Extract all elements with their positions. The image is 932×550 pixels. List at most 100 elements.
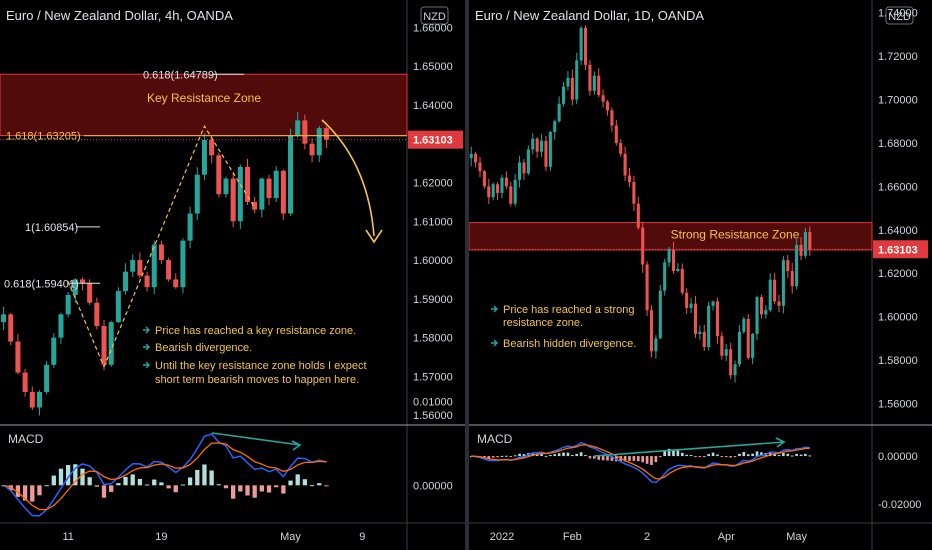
left-chart-canvas[interactable]: NZD1.660001.650001.640001.630001.620001.…	[0, 0, 465, 550]
macd-histogram-bar	[707, 454, 710, 457]
divergence-arrow-icon	[291, 440, 302, 451]
x-tick-label: Apr	[718, 531, 735, 543]
macd-histogram-bar	[500, 455, 504, 457]
macd-histogram-bar	[777, 455, 781, 457]
last-price-label: 1.63103	[413, 135, 453, 147]
macd-histogram-bar	[101, 485, 107, 498]
macd-histogram-bar	[566, 452, 570, 457]
right-chart-pane[interactable]: NZD 1.74000 1.72000 1.70000 1.68000 1.66000 1.…	[469, 0, 932, 550]
macd-histogram-bar	[94, 485, 99, 487]
x-tick-label: May	[280, 531, 301, 543]
macd-histogram-bar	[288, 480, 293, 486]
macd-label: MACD	[8, 432, 44, 446]
candle-body	[808, 231, 812, 250]
candle-body	[605, 101, 610, 111]
macd-histogram-bar	[216, 484, 221, 486]
candle-body	[597, 75, 601, 96]
macd-histogram-bar	[808, 455, 812, 457]
candle-body	[130, 260, 136, 272]
candle-body	[636, 203, 640, 228]
macd-histogram-bar	[266, 485, 272, 493]
candle-body	[478, 162, 482, 172]
candle-body	[518, 162, 522, 180]
candle-body	[482, 171, 486, 187]
macd-histogram-bar	[790, 455, 794, 457]
macd-histogram-bar	[44, 485, 49, 487]
macd-histogram-bar	[159, 482, 164, 486]
candle-body	[237, 166, 243, 222]
candle-body	[667, 249, 671, 263]
x-tick-label: 11	[62, 531, 73, 543]
resistance-zone	[0, 73, 408, 137]
candle-body	[87, 283, 93, 303]
macd-histogram-bar	[152, 479, 157, 486]
candle-body	[698, 331, 702, 334]
macd-tick-label: 0.00000	[413, 480, 453, 492]
candle-body	[101, 326, 107, 365]
candle-body	[144, 275, 150, 288]
x-tick-label: May	[786, 531, 807, 543]
candle-body	[742, 318, 746, 332]
macd-histogram-bar	[549, 454, 552, 457]
macd-histogram-bar	[689, 454, 693, 457]
currency-badge	[885, 6, 914, 25]
macd-histogram-bar	[195, 469, 200, 486]
macd-histogram-bar	[746, 454, 750, 457]
candle-body	[509, 186, 513, 204]
macd-histogram-bar	[223, 485, 229, 489]
macd-histogram-bar	[738, 453, 741, 457]
candle-body	[302, 120, 308, 144]
note-text: Until the key resistance zone holds I ex…	[155, 360, 367, 372]
fib-level-label: 1(1.60854)	[25, 222, 78, 234]
macd-histogram-bar	[281, 485, 286, 494]
macd-histogram-bar	[711, 452, 715, 457]
macd-histogram-bar	[137, 478, 143, 486]
note-bullet-icon	[143, 343, 150, 351]
pane-divider[interactable]	[465, 0, 469, 550]
macd-histogram-bar	[37, 485, 42, 496]
y-tick-label: 1.70000	[878, 95, 918, 107]
macd-histogram-bar	[231, 485, 236, 499]
macd-histogram-bar	[505, 455, 508, 457]
macd-histogram-bar	[58, 468, 64, 486]
macd-histogram-bar	[252, 485, 257, 498]
macd-histogram-bar	[73, 464, 78, 486]
candle-body	[663, 262, 667, 291]
candle-body	[768, 279, 772, 311]
macd-histogram-bar	[773, 453, 776, 457]
candle-body	[544, 140, 548, 167]
candle-body	[773, 279, 777, 302]
candle-body	[51, 337, 57, 365]
candle-body	[266, 178, 272, 198]
candle-body	[707, 305, 711, 348]
macd-histogram-bar	[166, 485, 171, 489]
macd-histogram-bar	[623, 456, 627, 462]
fib-level-label: 0.618(1.64789)	[143, 69, 218, 81]
candle-body	[685, 292, 689, 308]
macd-histogram-bar	[760, 452, 763, 457]
candle-body	[309, 143, 315, 156]
note-bullet-icon	[143, 326, 150, 334]
macd-histogram-bar	[606, 456, 609, 461]
candle-body	[623, 153, 627, 176]
left-chart-pane[interactable]: NZD1.660001.650001.640001.630001.620001.…	[0, 0, 465, 550]
macd-tick-label: 0.01000	[413, 397, 453, 409]
candle-body	[474, 153, 478, 163]
fib-retracement-leg	[67, 281, 105, 367]
candle-body	[746, 318, 750, 358]
y-tick-label: 1.74000	[878, 8, 918, 20]
macd-histogram-bar	[628, 456, 631, 461]
candle-body	[22, 372, 28, 392]
candle-body	[729, 349, 733, 376]
macd-histogram-bar	[144, 484, 150, 486]
macd-histogram-bar	[751, 453, 754, 457]
macd-histogram-bar	[245, 485, 250, 496]
macd-histogram-bar	[531, 452, 535, 457]
candle-body	[676, 268, 680, 272]
currency-badge	[420, 6, 449, 25]
macd-histogram-bar	[544, 456, 548, 458]
candle-body	[15, 341, 21, 373]
macd-histogram-bar	[540, 454, 543, 457]
candle-body	[158, 244, 164, 261]
